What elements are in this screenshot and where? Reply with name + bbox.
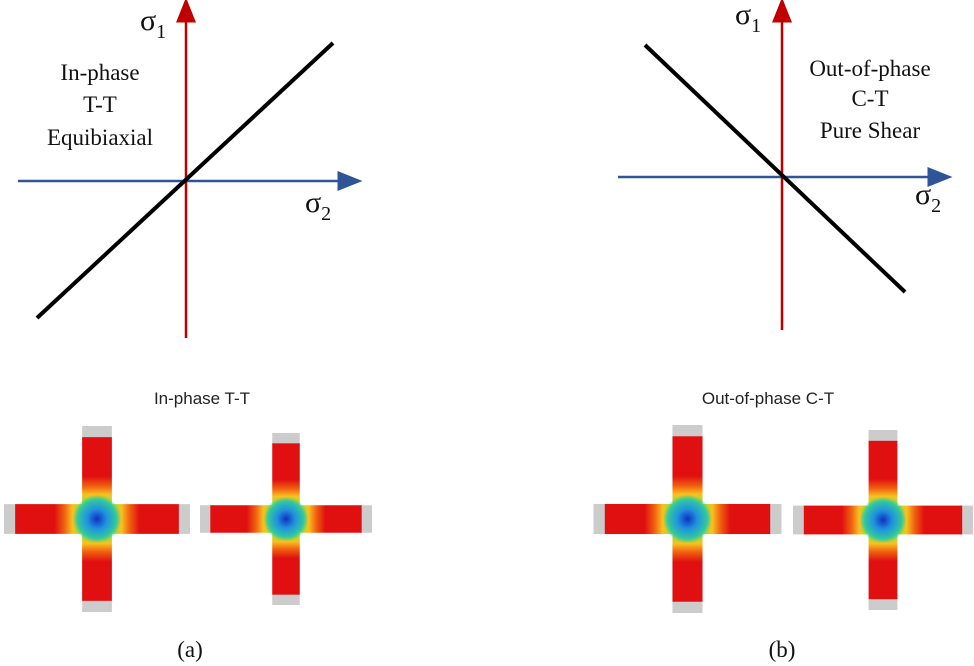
label-line: Equibiaxial [47,125,153,150]
axis-symbol: σ2 [305,186,331,225]
symbol: σ [735,0,751,31]
specimen [200,433,372,605]
label-line: In-phase [60,60,139,85]
label-line: T-T [83,92,117,117]
specimen [594,425,782,613]
specimen [793,430,973,610]
label-line: Pure Shear [820,118,921,143]
load-path [645,45,905,292]
caption: (a) [177,637,203,662]
axis-symbol: σ1 [140,4,166,43]
symbol: σ [915,178,931,211]
symbol: σ [305,186,321,219]
page: {"panels": [ {"axis_y": {"symbol": "σ", … [0,0,974,666]
subscript: 2 [321,203,331,225]
figure: σ1 σ2 In-phase T-T Equibiaxial In-phase … [0,0,974,666]
label-line: C-T [851,86,888,111]
axis-symbol: σ1 [735,0,761,37]
specimen-title: Out-of-phase C-T [702,389,834,408]
label-line: Out-of-phase [809,56,930,81]
caption: (b) [769,637,796,662]
symbol: σ [140,4,156,37]
subscript: 1 [751,15,761,37]
specimen [4,426,190,612]
axis-symbol: σ2 [915,178,941,217]
subscript: 1 [156,21,166,43]
subscript: 2 [931,195,941,217]
specimen-title: In-phase T-T [154,389,250,408]
